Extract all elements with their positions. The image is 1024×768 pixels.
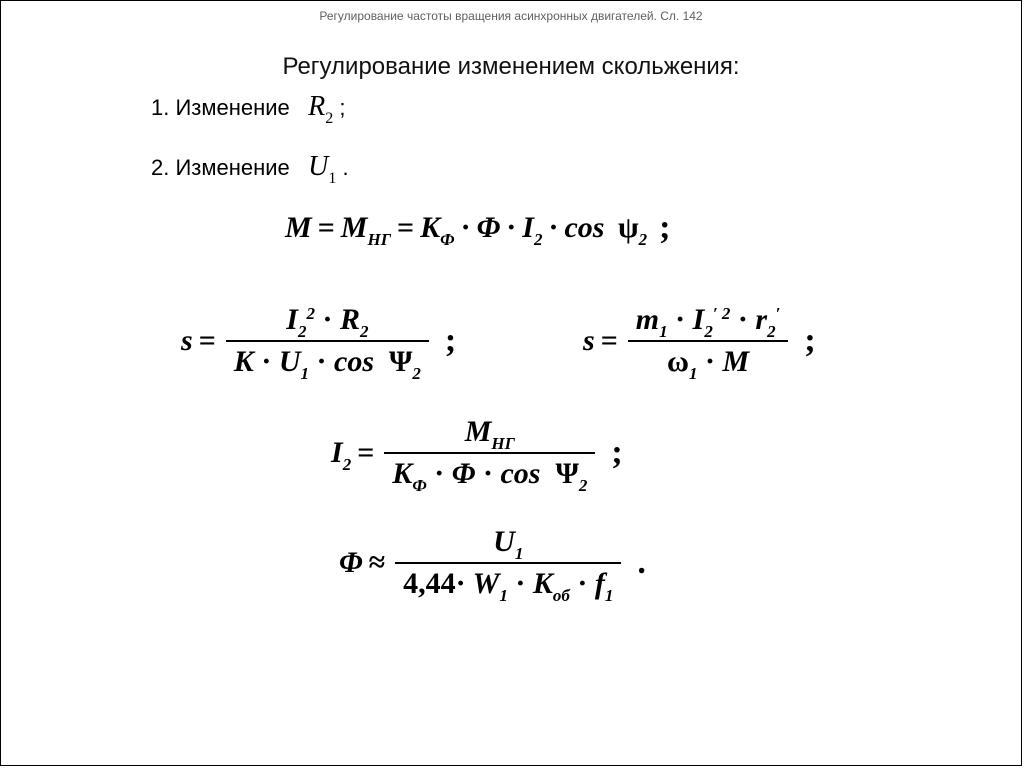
f-s2-num-r-sup: ′ <box>776 304 781 323</box>
f-M-K: K <box>420 211 440 244</box>
f-s2-den-M: M <box>722 345 749 378</box>
f-s2-num-m: m <box>636 303 659 336</box>
f-Phi-den-K: K <box>533 567 553 600</box>
f-M-end: ; <box>653 209 670 247</box>
f-Phi-num-U: U <box>493 525 515 558</box>
item-1-symbol: R <box>308 91 325 122</box>
f-s1-fraction: I22 · R2 K · U1 · cos Ψ2 <box>226 301 429 381</box>
slide-frame: Регулирование частоты вращения асинхронн… <box>0 0 1022 766</box>
f-s1-num-I-sub: 2 <box>298 322 307 341</box>
f-I2-fraction: MНГ KФ · Φ · cos Ψ2 <box>384 413 595 493</box>
f-s2-lhs: s <box>583 324 595 358</box>
f-s1-num-I-sup: 2 <box>306 304 315 323</box>
f-M-cos: cos <box>564 211 604 245</box>
subtitle: Регулирование изменением скольжения: <box>1 53 1021 81</box>
formula-s1: s = I22 · R2 K · U1 · cos Ψ2 ; <box>181 301 456 381</box>
f-s1-num-I: I <box>286 303 298 336</box>
f-s1-den-psi: Ψ <box>389 345 412 378</box>
f-s2-num-I-sub: 2 <box>704 322 713 341</box>
f-s1-end: ; <box>439 322 456 360</box>
f-s1-den-U: U <box>279 345 301 378</box>
f-Phi-lhs: Φ <box>339 546 363 580</box>
equals-icon: = <box>397 211 414 245</box>
formula-Phi: Φ ≈ U1 4,44· W1 · Kоб · f1 . <box>339 523 646 603</box>
f-s2-den-w-sub: 1 <box>689 364 698 383</box>
f-M-lhs: M <box>285 211 312 245</box>
f-M-psi-sub: 2 <box>639 230 648 249</box>
f-M-Phi: Φ <box>477 211 501 245</box>
f-Phi-den-W: W <box>473 567 500 600</box>
f-I2-num-M-sub: НГ <box>491 434 515 453</box>
f-s1-lhs: s <box>181 324 193 358</box>
f-I2-den-psi: Ψ <box>555 457 578 490</box>
f-s2-fraction: m1 · I2′ 2 · r2′ ω1 · M <box>628 301 789 381</box>
f-I2-den-K-sub: Ф <box>412 476 426 495</box>
f-s2-num-I: I <box>693 303 705 336</box>
item-2-symbol: U <box>308 151 328 182</box>
item-2-label: 2. Изменение <box>151 155 290 180</box>
dot-icon: · <box>506 211 516 245</box>
equals-icon: = <box>601 324 618 358</box>
item-1: 1. Изменение R2 ; <box>151 91 345 125</box>
f-M-mid: M <box>341 211 368 244</box>
item-2-after: . <box>342 155 348 180</box>
f-I2-den-psi-sub: 2 <box>579 476 588 495</box>
f-M-I: I <box>522 211 534 244</box>
f-Phi-den-W-sub: 1 <box>499 586 508 605</box>
item-2: 2. Изменение U1 . <box>151 151 349 185</box>
f-I2-lhs-sub: 2 <box>343 455 352 474</box>
f-Phi-den-c: 4,44 <box>403 567 456 600</box>
slide-header: Регулирование частоты вращения асинхронн… <box>1 9 1021 23</box>
equals-icon: = <box>357 436 374 470</box>
approx-icon: ≈ <box>369 546 385 580</box>
formula-M: M = MНГ = KФ · Φ · I2 · cos ψ2 ; <box>285 209 670 247</box>
equals-icon: = <box>199 324 216 358</box>
f-s2-end: ; <box>798 322 815 360</box>
f-s1-den-U-sub: 1 <box>301 364 310 383</box>
f-Phi-den-f-sub: 1 <box>605 586 614 605</box>
item-1-after: ; <box>339 95 345 120</box>
f-s1-den-cos: cos <box>334 345 374 378</box>
f-I2-den-cos: cos <box>500 457 540 490</box>
formula-I2: I2 = MНГ KФ · Φ · cos Ψ2 ; <box>331 413 623 493</box>
f-s1-den-psi-sub: 2 <box>412 364 421 383</box>
f-Phi-end: . <box>631 544 646 582</box>
f-M-I-sub: 2 <box>534 230 543 249</box>
f-s2-num-r-sub: 2 <box>767 322 776 341</box>
f-Phi-fraction: U1 4,44· W1 · Kоб · f1 <box>395 523 621 603</box>
f-I2-num-M: M <box>465 415 492 448</box>
f-s1-den-K: K <box>234 345 254 378</box>
equals-icon: = <box>318 211 335 245</box>
formula-s2: s = m1 · I2′ 2 · r2′ ω1 · M ; <box>583 301 816 381</box>
dot-icon: · <box>461 211 471 245</box>
f-s2-den-w: ω <box>667 345 689 378</box>
f-I2-den-K: K <box>392 457 412 490</box>
item-1-label: 1. Изменение <box>151 95 290 120</box>
f-Phi-den-K-sub: об <box>553 586 570 605</box>
f-M-mid-sub: НГ <box>367 230 391 249</box>
f-s1-num-R-sub: 2 <box>360 322 369 341</box>
f-s2-num-m-sub: 1 <box>659 322 668 341</box>
f-s1-num-R: R <box>340 303 360 336</box>
f-I2-end: ; <box>605 434 622 472</box>
f-s2-num-r: r <box>755 303 767 336</box>
f-M-K-sub: Ф <box>440 230 454 249</box>
f-Phi-num-U-sub: 1 <box>515 544 524 563</box>
item-2-sub: 1 <box>328 170 336 187</box>
dot-icon: · <box>548 211 558 245</box>
item-1-sub: 2 <box>325 110 333 127</box>
f-Phi-den-f: f <box>595 567 605 600</box>
f-s2-num-I-sup: ′ 2 <box>713 304 731 323</box>
f-M-psi: ψ <box>618 211 639 244</box>
f-I2-lhs: I <box>331 436 343 469</box>
f-I2-den-Phi: Φ <box>452 457 476 490</box>
